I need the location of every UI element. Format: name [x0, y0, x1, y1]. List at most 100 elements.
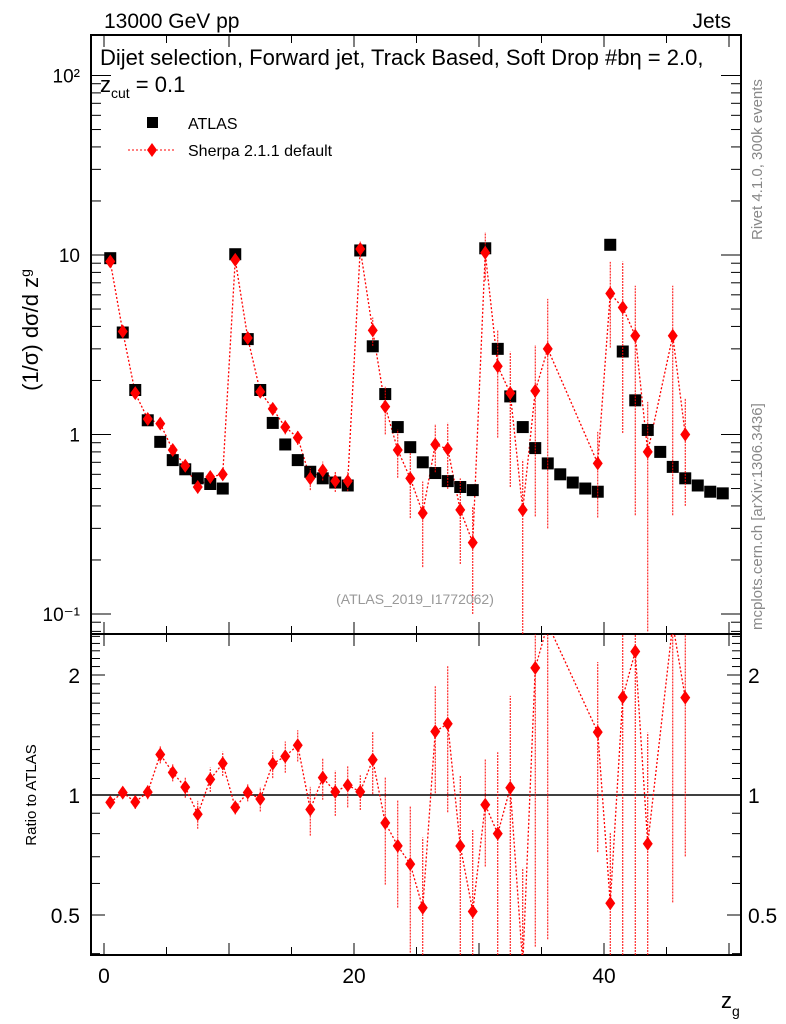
ratio-point [367, 752, 378, 767]
sherpa-point [230, 252, 241, 267]
chart-title: Dijet selection, Forward jet, Track Base… [100, 44, 730, 101]
ratio-point [617, 690, 628, 705]
ratio-tick-label: 0.5 [51, 905, 80, 928]
title-sub: cut [111, 85, 130, 101]
atlas-point [154, 435, 167, 448]
ratio-point [492, 826, 503, 841]
ratio-point [242, 785, 253, 800]
ratio-point [455, 838, 466, 853]
sherpa-point [405, 471, 416, 486]
ratio-point [317, 770, 328, 785]
ratio-point [292, 738, 303, 753]
sherpa-point [117, 324, 128, 339]
title-end: = 0.1 [129, 72, 186, 97]
atlas-point [216, 482, 229, 495]
atlas-point [704, 485, 717, 498]
ratio-point [130, 794, 141, 809]
atlas-point [266, 416, 279, 429]
y-tick-label: 10 [59, 246, 80, 267]
ratio-point [267, 756, 278, 771]
axes: 0 20 40 10⁻¹ 1 10 10² 0.5 0.5 1 1 2 2 [43, 34, 777, 988]
ratio-point [405, 857, 416, 872]
ratio-point [255, 791, 266, 806]
sherpa-point [417, 506, 428, 521]
sherpa-point [292, 430, 303, 445]
atlas-point [291, 454, 304, 467]
ratio-point [155, 747, 166, 762]
atlas-point [554, 468, 567, 481]
y-tick-label: 10² [53, 67, 80, 88]
ratio-point [342, 778, 353, 793]
sherpa-point [130, 386, 141, 401]
ratio-point [105, 795, 116, 810]
sherpa-point [492, 359, 503, 374]
sherpa-point [342, 474, 353, 489]
atlas-point [404, 441, 417, 454]
ratio-point [680, 690, 691, 705]
ratio-point [605, 896, 616, 911]
watermark: (ATLAS_2019_I1772062) [336, 591, 494, 607]
title-main: Dijet selection, Forward jet, Track Base… [100, 45, 630, 70]
header-right: Jets [692, 10, 731, 33]
sherpa-point [605, 286, 616, 301]
ratio-point [630, 644, 641, 659]
ratio-point [430, 724, 441, 739]
ratio-point [642, 836, 653, 851]
ratio-point [505, 780, 516, 795]
sherpa-point [380, 399, 391, 414]
sherpa-point [430, 437, 441, 452]
atlas-point [529, 442, 542, 455]
atlas-point [366, 340, 379, 353]
sherpa-point [355, 242, 366, 257]
legend-atlas-marker [147, 117, 158, 128]
ratio-point [592, 725, 603, 740]
sherpa-point [142, 411, 153, 426]
sherpa-point [155, 416, 166, 431]
ratio-point [280, 749, 291, 764]
ratio-point [442, 716, 453, 731]
atlas-point [516, 421, 529, 434]
ratio-point [117, 785, 128, 800]
ratio-point [380, 815, 391, 830]
atlas-point [604, 238, 617, 251]
x-tick-label: 20 [342, 965, 365, 988]
ratio-point [305, 802, 316, 817]
sherpa-point [680, 427, 691, 442]
main-panel [104, 232, 729, 634]
ratio-point [392, 838, 403, 853]
x-axis-label: zg [721, 988, 740, 1019]
rivet-label: Rivet 4.1.0, 300k events [749, 79, 766, 240]
sherpa-point [255, 384, 266, 399]
sherpa-line [109, 248, 686, 543]
sherpa-point [542, 341, 553, 356]
atlas-point [279, 438, 292, 451]
atlas-point [166, 454, 179, 467]
sherpa-point [330, 474, 341, 489]
x-tick-label: 0 [98, 965, 110, 988]
ratio-tick-label: 1 [68, 785, 80, 808]
ratio-point [530, 660, 541, 675]
atlas-point [391, 421, 404, 434]
ratio-point [467, 904, 478, 919]
sherpa-point [317, 463, 328, 478]
sherpa-point [592, 456, 603, 471]
mcplots-label: mcplots.cern.ch [arXiv:1306.3436] [749, 403, 766, 630]
ratio-tick-label-right: 2 [748, 665, 760, 688]
atlas-point [316, 472, 329, 485]
sherpa-point [267, 401, 278, 416]
sherpa-point [242, 330, 253, 345]
sherpa-point [205, 469, 216, 484]
atlas-point [716, 487, 729, 500]
sherpa-point [642, 444, 653, 459]
ratio-point [355, 784, 366, 799]
sherpa-point [517, 502, 528, 517]
legend-sherpa-marker [147, 143, 157, 157]
y-tick-label: 1 [69, 426, 80, 447]
atlas-point [691, 479, 704, 492]
ratio-point [217, 756, 228, 771]
ratio-point [205, 772, 216, 787]
sherpa-point [480, 245, 491, 260]
ratio-point [417, 900, 428, 915]
atlas-point [654, 445, 667, 458]
legend-atlas-label: ATLAS [188, 116, 238, 133]
